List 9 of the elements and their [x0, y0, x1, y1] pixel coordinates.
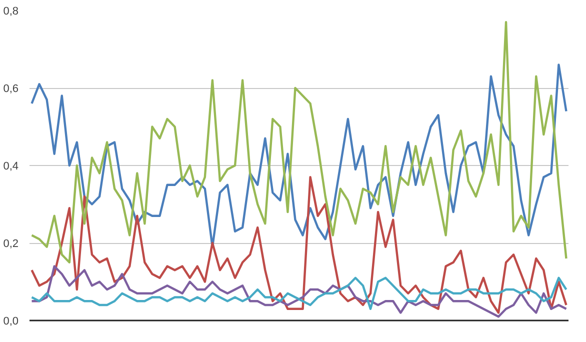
line-series [30, 276, 568, 310]
y-tick-label: 0,8 [3, 6, 19, 18]
y-tick-label: 0,6 [3, 83, 19, 95]
y-tick-label: 0,0 [3, 316, 19, 328]
line-series [30, 265, 568, 318]
y-tick-label: 0,2 [3, 238, 19, 250]
line-series [30, 21, 568, 264]
y-tick-label: 0,4 [3, 160, 19, 172]
line-series [30, 176, 568, 314]
